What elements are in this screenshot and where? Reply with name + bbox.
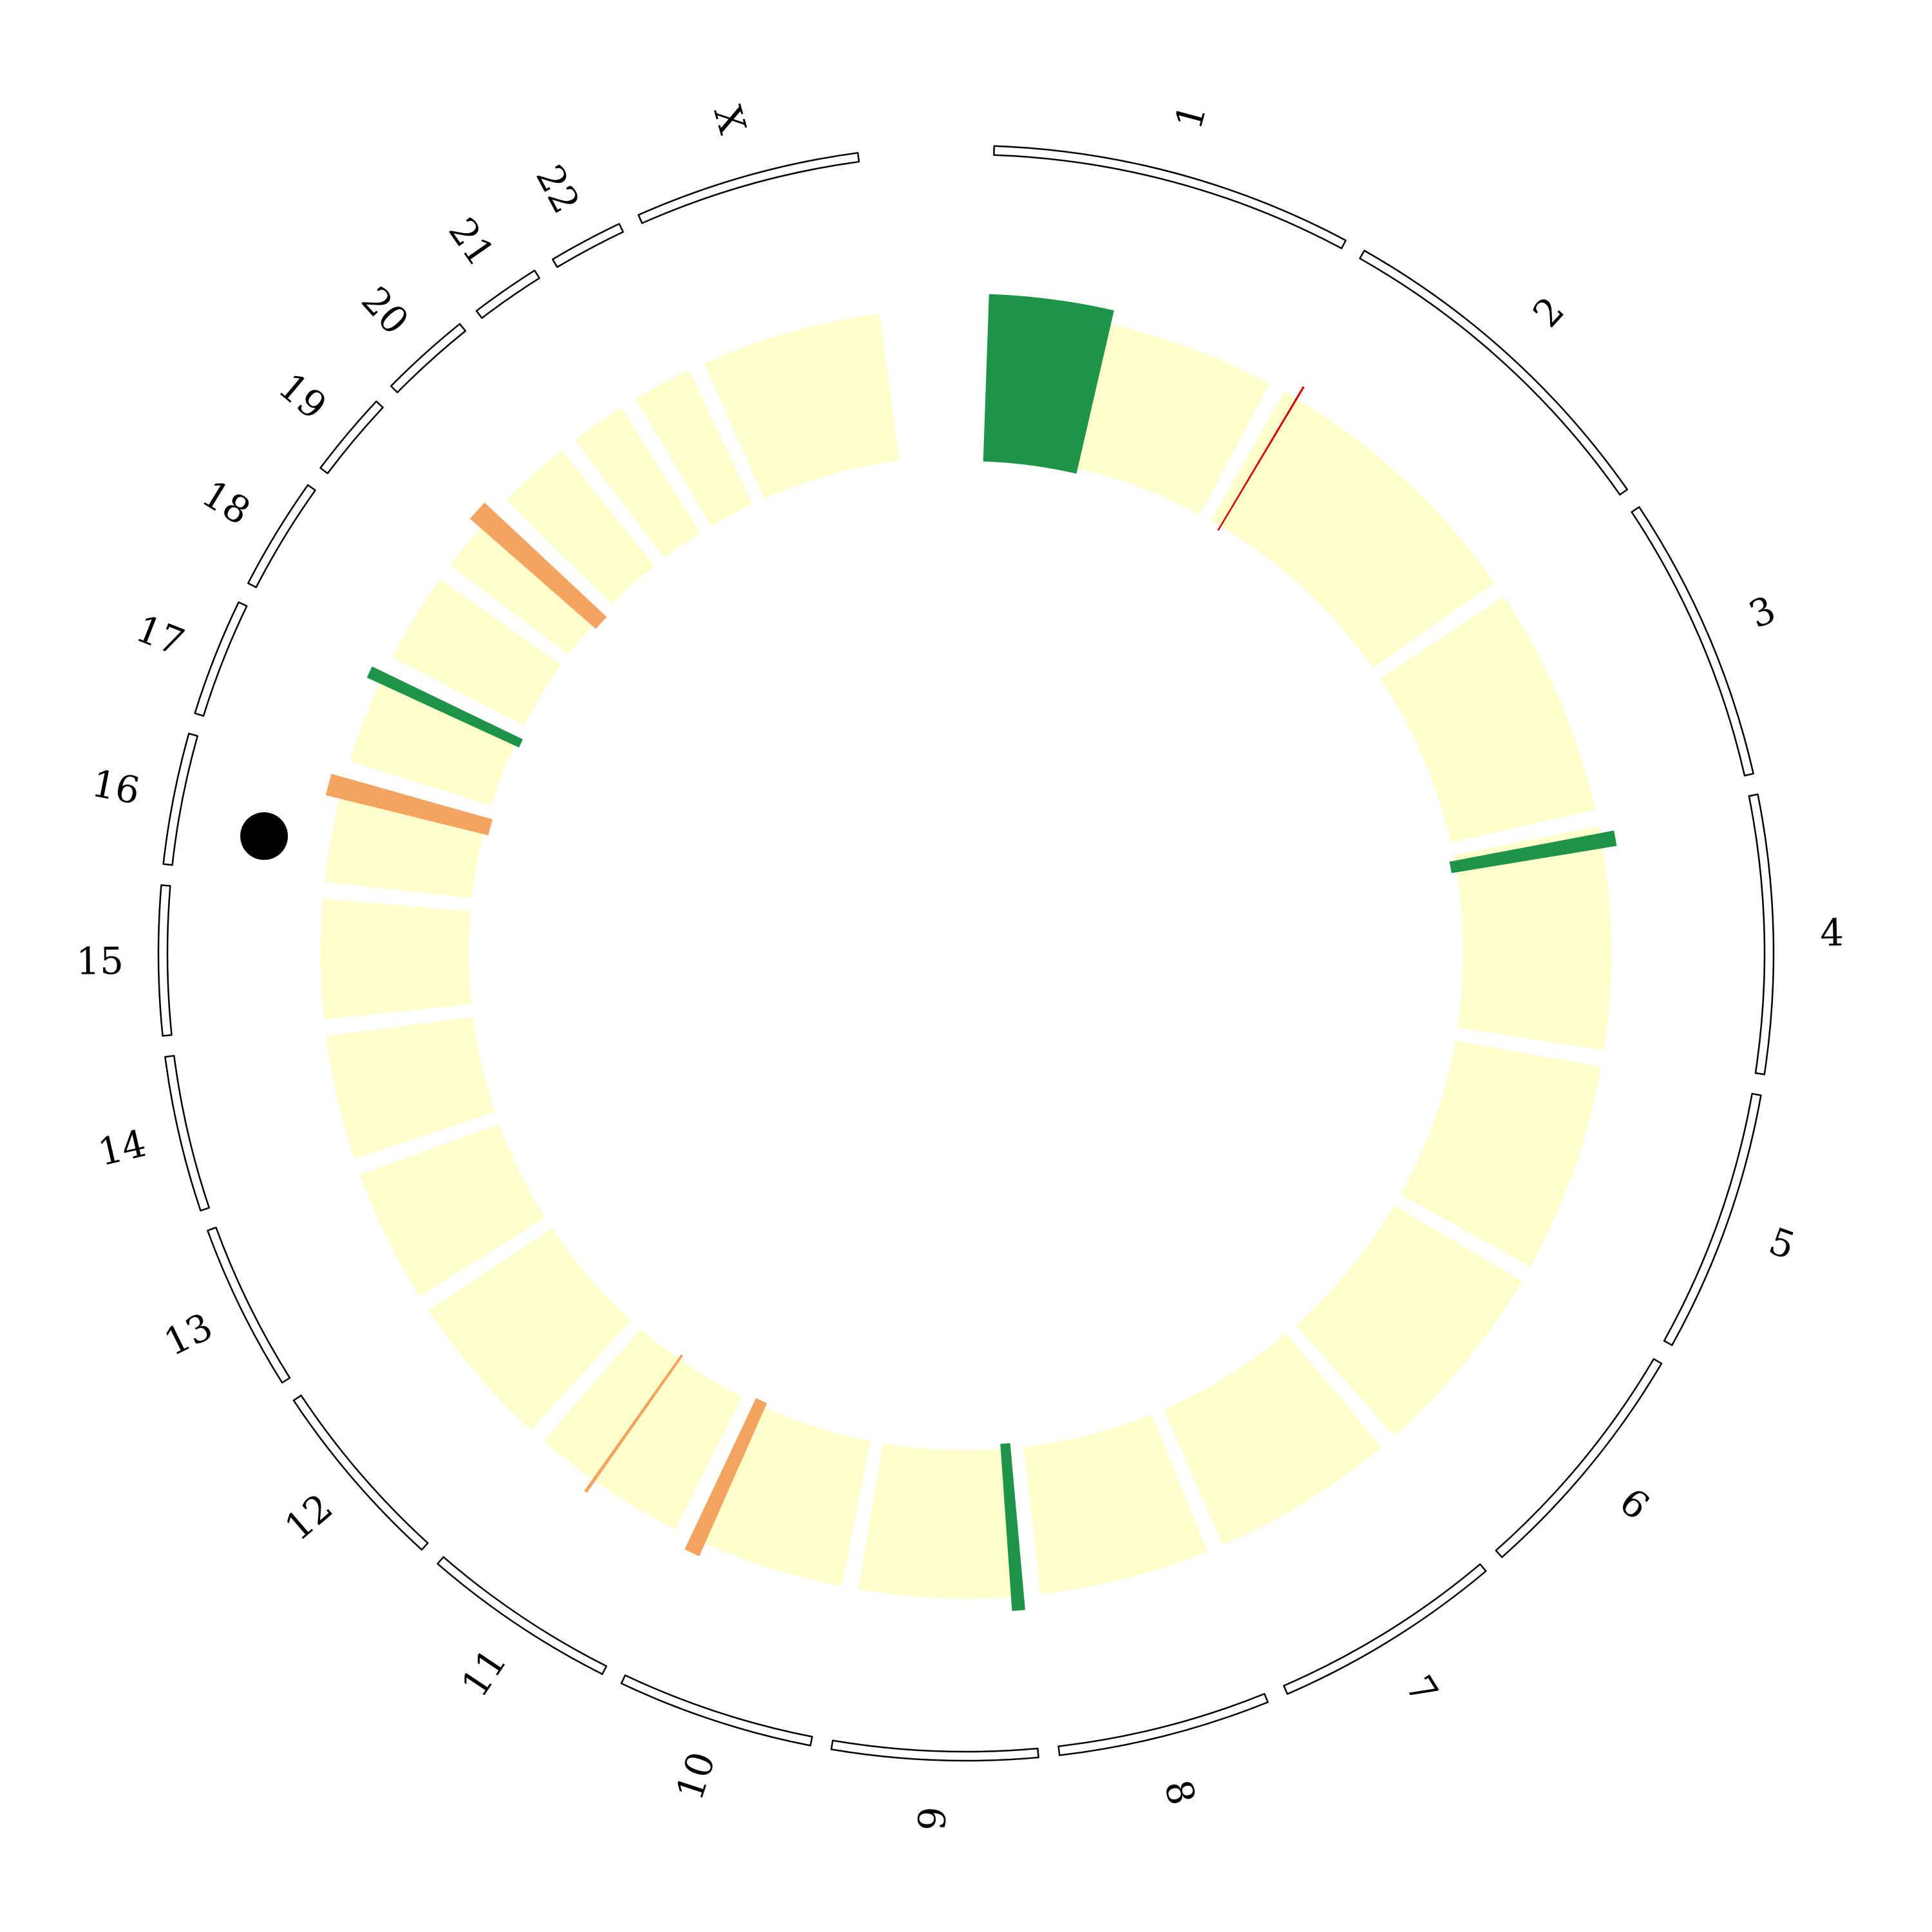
- chromosome-sector-8: [1023, 1414, 1208, 1595]
- highlight-band-chr9-green: [1000, 1443, 1025, 1611]
- chromosome-arc-3: [1631, 506, 1754, 777]
- chromosome-label-3: 3: [1743, 587, 1782, 637]
- chromosome-label-8: 8: [1156, 1776, 1204, 1810]
- chromosome-label-10: 10: [667, 1747, 724, 1805]
- chromosome-sector-15: [320, 898, 472, 1019]
- chromosome-sector-2: [1211, 392, 1495, 668]
- chromosome-label-7: 7: [1397, 1668, 1446, 1711]
- chromosome-arc-20: [390, 323, 466, 393]
- chromosome-label-12: 12: [276, 1485, 341, 1549]
- highlight-band-chr17-green: [366, 666, 523, 748]
- chromosome-arc-2: [1359, 249, 1629, 496]
- chromosome-label-2: 2: [1524, 289, 1573, 336]
- chromosome-label-13: 13: [157, 1304, 219, 1365]
- chromosome-label-15: 15: [76, 939, 124, 983]
- chromosome-arc-22: [551, 223, 624, 269]
- highlight-band-chr10-orange: [684, 1397, 768, 1557]
- chromosome-arc-13: [207, 1226, 291, 1384]
- chromosome-arc-15: [157, 884, 173, 1037]
- locus-marker-dot: [240, 812, 289, 860]
- highlight-line-chr2-red: [1217, 386, 1305, 531]
- chromosome-arc-17: [194, 601, 248, 717]
- chromosome-label-14: 14: [94, 1121, 150, 1175]
- chromosome-sector-14: [326, 1017, 495, 1159]
- chromosome-label-19: 19: [270, 364, 335, 428]
- chromosome-sector-12: [428, 1228, 631, 1430]
- chromosome-sector-22: [636, 370, 753, 526]
- highlight-band-chr1-green: [983, 294, 1114, 474]
- chromosome-arc-6: [1495, 1358, 1663, 1558]
- chromosome-arc-21: [475, 269, 540, 319]
- chromosome-arc-1: [993, 145, 1347, 249]
- chromosome-arc-14: [164, 1055, 210, 1212]
- chromosome-arc-8: [1057, 1692, 1269, 1756]
- chromosome-arc-7: [1283, 1563, 1487, 1695]
- highlight-band-chr16-orange: [325, 773, 493, 836]
- chromosome-label-X: X: [705, 101, 755, 139]
- chromosome-label-22: 22: [527, 158, 589, 220]
- chromosome-arc-18: [247, 484, 316, 589]
- chromosome-sector-9: [858, 1443, 1024, 1598]
- highlight-band-chr4-green: [1449, 830, 1617, 873]
- chromosome-label-16: 16: [88, 761, 143, 813]
- chromosome-arc-10: [620, 1674, 813, 1747]
- chromosome-sector-18: [392, 579, 561, 726]
- chromosome-arc-16: [162, 732, 198, 866]
- chromosome-sector-20: [506, 450, 655, 604]
- chromosome-sector-19: [450, 512, 603, 655]
- chromosome-label-6: 6: [1611, 1479, 1658, 1528]
- chromosome-sector-4: [1453, 826, 1611, 1050]
- chromosome-arc-4: [1748, 793, 1775, 1075]
- chromosome-sector-X: [704, 314, 900, 499]
- chromosome-label-20: 20: [353, 278, 417, 343]
- chromosome-arc-X: [638, 152, 860, 224]
- chromosome-sector-21: [574, 407, 701, 558]
- highlight-line-chr11-orange: [584, 1354, 683, 1493]
- chromosome-arc-19: [319, 400, 384, 475]
- chromosome-sector-3: [1380, 596, 1595, 843]
- chromosome-sector-17: [350, 672, 518, 806]
- chromosome-label-18: 18: [194, 471, 258, 533]
- chromosome-label-4: 4: [1819, 911, 1844, 955]
- chromosome-sector-6: [1296, 1206, 1522, 1436]
- chromosome-arc-11: [437, 1556, 607, 1675]
- chromosome-sector-7: [1164, 1333, 1382, 1546]
- highlight-band-chr19-orange: [469, 502, 607, 629]
- chromosome-arc-9: [830, 1739, 1039, 1762]
- chromosome-label-5: 5: [1763, 1219, 1801, 1268]
- chromosome-label-17: 17: [130, 606, 191, 664]
- chromosome-sector-5: [1400, 1040, 1602, 1267]
- chromosome-arc-12: [292, 1394, 429, 1551]
- chromosome-label-1: 1: [1166, 99, 1215, 133]
- chromosome-label-11: 11: [453, 1641, 516, 1705]
- chromosome-sector-13: [359, 1124, 545, 1296]
- chromosome-arc-5: [1663, 1093, 1762, 1347]
- chromosome-label-9: 9: [910, 1806, 954, 1832]
- chromosome-label-21: 21: [440, 210, 503, 274]
